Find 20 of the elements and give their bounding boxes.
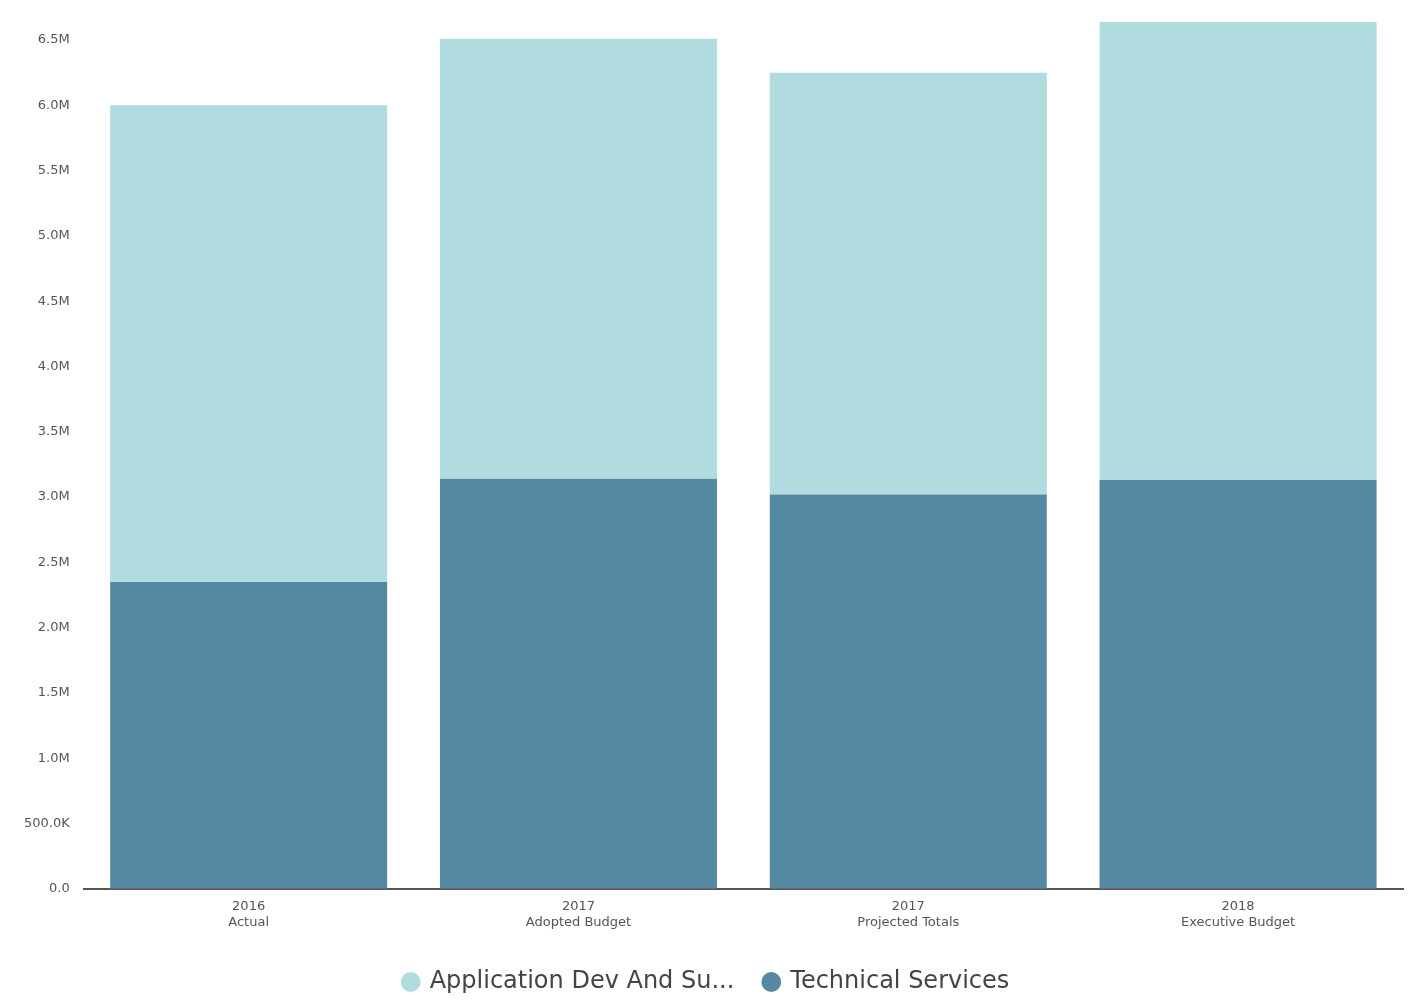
- y-tick-label: 5.0M: [37, 227, 70, 243]
- legend-label: Technical Services: [789, 966, 1010, 995]
- y-tick-label: 4.5M: [37, 292, 70, 308]
- x-tick-label: 2017 Projected Totals: [857, 897, 960, 929]
- y-tick-label: 500.0K: [23, 814, 71, 830]
- y-tick-label: 3.0M: [37, 488, 70, 504]
- y-tick-label: 3.5M: [37, 423, 70, 439]
- y-tick-label: 1.0M: [37, 749, 70, 765]
- x-tick-label: 2016 Actual: [228, 897, 270, 929]
- y-tick-label: 6.5M: [37, 31, 70, 47]
- y-tick-label: 0.0: [49, 880, 70, 896]
- y-tick-label: 2.5M: [37, 553, 70, 569]
- x-tick-label: 2017 Adopted Budget: [525, 897, 632, 929]
- x-tick-label: 2018 Executive Budget: [1181, 897, 1296, 929]
- y-tick-label: 6.0M: [37, 96, 70, 112]
- y-tick-label: 2.0M: [37, 619, 70, 635]
- y-tick-label: 5.5M: [37, 162, 70, 178]
- legend-label: Application Dev And Su...: [429, 966, 735, 995]
- y-tick-label: 1.5M: [37, 684, 70, 700]
- y-tick-label: 4.0M: [37, 357, 70, 373]
